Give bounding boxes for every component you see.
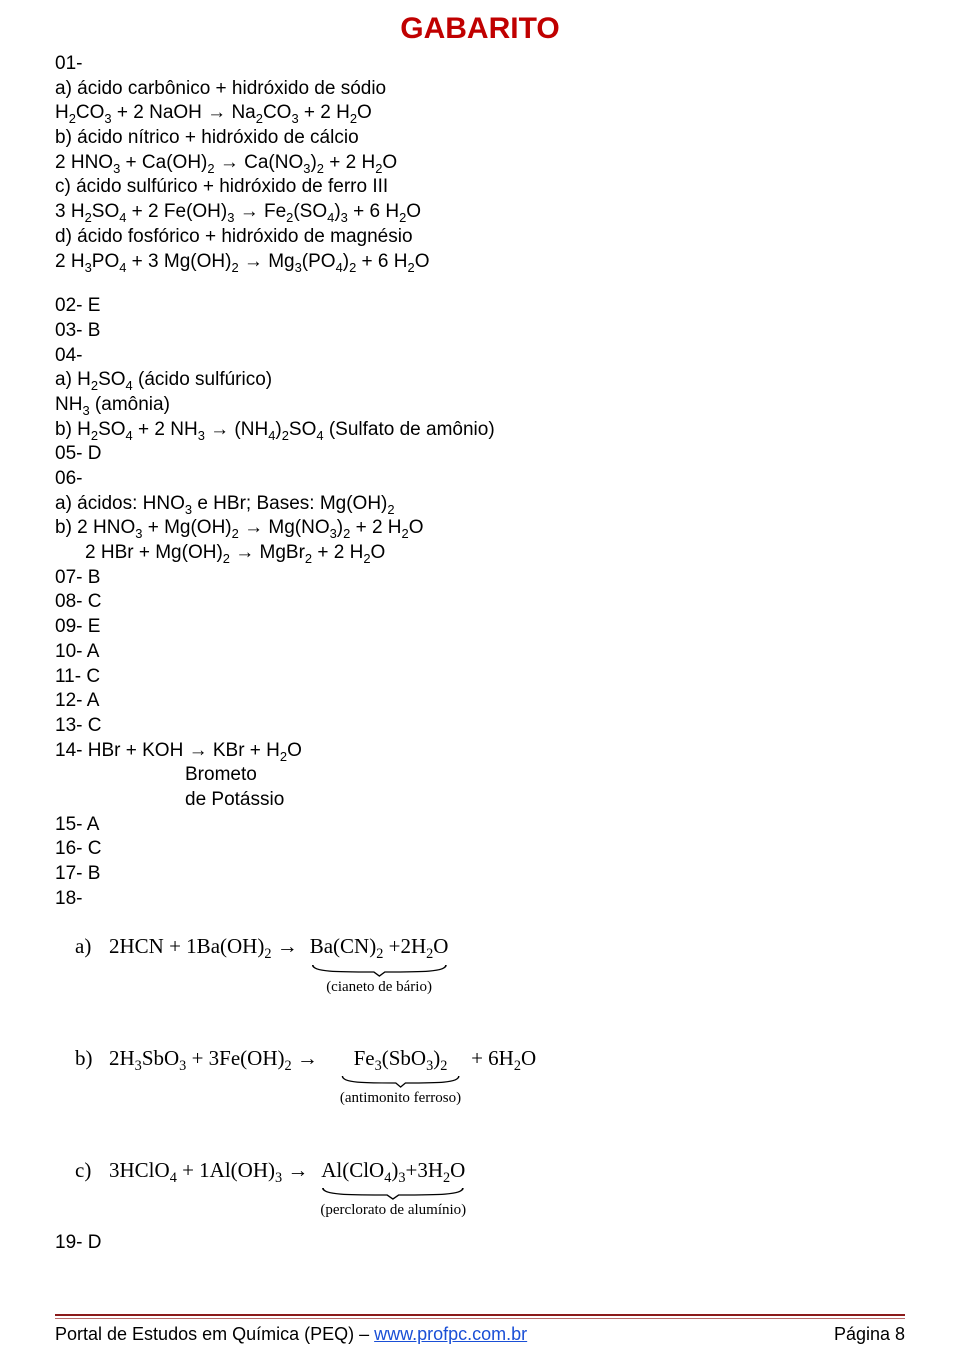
- footer-left-text: Portal de Estudos em Química (PEQ) –: [55, 1324, 374, 1344]
- q14-sub1: Brometo: [55, 763, 905, 788]
- q01-a-eq: H2CO3 + 2 NaOH → Na2CO3 + 2 H2O: [55, 101, 905, 126]
- q03: 03- B: [55, 319, 905, 344]
- q18-c: c) 3HClO4 + 1Al(OH)3 → Al(ClO4)3+3H2O (p…: [55, 1157, 905, 1221]
- q13: 13- C: [55, 714, 905, 739]
- q01-d-text: d) ácido fosfórico + hidróxido de magnés…: [55, 225, 905, 250]
- footer-link[interactable]: www.profpc.com.br: [374, 1324, 527, 1344]
- underbrace-icon: [310, 963, 449, 977]
- q18-b-label: b): [75, 1045, 109, 1072]
- underbrace-icon: [320, 1186, 466, 1200]
- q18-b-caption: (antimonito ferroso): [340, 1088, 461, 1109]
- q18-b: b) 2H3SbO3 + 3Fe(OH)2 → Fe3(SbO3)2 (anti…: [55, 1045, 905, 1109]
- q14-line: 14- HBr + KOH → KBr + H2O: [55, 739, 905, 764]
- underbrace-icon: [340, 1074, 461, 1088]
- q18-c-label: c): [75, 1157, 109, 1184]
- q11: 11- C: [55, 665, 905, 690]
- q18-b-product: Fe3(SbO3)2: [340, 1045, 461, 1074]
- q10: 10- A: [55, 640, 905, 665]
- answers-content: 01- a) ácido carbônico + hidróxido de só…: [55, 52, 905, 1255]
- q18-num: 18-: [55, 887, 905, 912]
- q18-a-product: Ba(CN)2 +2H2O: [310, 933, 449, 962]
- q18-c-caption: (perclorato de alumínio): [320, 1200, 466, 1221]
- q01-d-eq: 2 H3PO4 + 3 Mg(OH)2 → Mg3(PO4)2 + 6 H2O: [55, 250, 905, 275]
- q04-b: b) H2SO4 + 2 NH3 → (NH4)2SO4 (Sulfato de…: [55, 418, 905, 443]
- q06-a: a) ácidos: HNO3 e HBr; Bases: Mg(OH)2: [55, 492, 905, 517]
- q18-a-label: a): [75, 933, 109, 960]
- q02: 02- E: [55, 294, 905, 319]
- page: GABARITO 01- a) ácido carbônico + hidróx…: [0, 0, 960, 1363]
- q17: 17- B: [55, 862, 905, 887]
- q09: 09- E: [55, 615, 905, 640]
- q14-sub2: de Potássio: [55, 788, 905, 813]
- footer-left: Portal de Estudos em Química (PEQ) – www…: [55, 1324, 527, 1345]
- q18-c-product: Al(ClO4)3+3H2O: [320, 1157, 466, 1186]
- q04-a1: a) H2SO4 (ácido sulfúrico): [55, 368, 905, 393]
- q18-b-tail: + 6H2O: [461, 1045, 536, 1072]
- q01-num: 01-: [55, 52, 905, 77]
- q04-num: 04-: [55, 344, 905, 369]
- q01-c-eq: 3 H2SO4 + 2 Fe(OH)3 → Fe2(SO4)3 + 6 H2O: [55, 200, 905, 225]
- q06-b1: b) 2 HNO3 + Mg(OH)2 → Mg(NO3)2 + 2 H2O: [55, 516, 905, 541]
- footer-page-number: Página 8: [834, 1324, 905, 1345]
- q06-num: 06-: [55, 467, 905, 492]
- q18-a-caption: (cianeto de bário): [310, 977, 449, 998]
- q06-b2: 2 HBr + Mg(OH)2 → MgBr2 + 2 H2O: [55, 541, 905, 566]
- q18-c-left: 3HClO4 + 1Al(OH)3 →: [109, 1157, 308, 1184]
- q18-b-product-group: Fe3(SbO3)2 (antimonito ferroso): [340, 1045, 461, 1109]
- footer-divider: [55, 1314, 905, 1319]
- q07: 07- B: [55, 566, 905, 591]
- q18-c-product-group: Al(ClO4)3+3H2O (perclorato de alumínio): [320, 1157, 466, 1221]
- q18-a-left: 2HCN + 1Ba(OH)2 →: [109, 933, 298, 960]
- q01-b-eq: 2 HNO3 + Ca(OH)2 → Ca(NO3)2 + 2 H2O: [55, 151, 905, 176]
- q01-a-text: a) ácido carbônico + hidróxido de sódio: [55, 77, 905, 102]
- page-footer: Portal de Estudos em Química (PEQ) – www…: [0, 1314, 960, 1345]
- page-title: GABARITO: [55, 12, 905, 46]
- q15: 15- A: [55, 813, 905, 838]
- q05: 05- D: [55, 442, 905, 467]
- q04-a2: NH3 (amônia): [55, 393, 905, 418]
- q16: 16- C: [55, 837, 905, 862]
- q19: 19- D: [55, 1231, 905, 1256]
- q18-b-left: 2H3SbO3 + 3Fe(OH)2 →: [109, 1045, 318, 1072]
- q01-b-text: b) ácido nítrico + hidróxido de cálcio: [55, 126, 905, 151]
- q01-c-text: c) ácido sulfúrico + hidróxido de ferro …: [55, 175, 905, 200]
- q12: 12- A: [55, 689, 905, 714]
- q18-a: a) 2HCN + 1Ba(OH)2 → Ba(CN)2 +2H2O (cian…: [55, 933, 905, 997]
- q18-a-product-group: Ba(CN)2 +2H2O (cianeto de bário): [310, 933, 449, 997]
- q08: 08- C: [55, 590, 905, 615]
